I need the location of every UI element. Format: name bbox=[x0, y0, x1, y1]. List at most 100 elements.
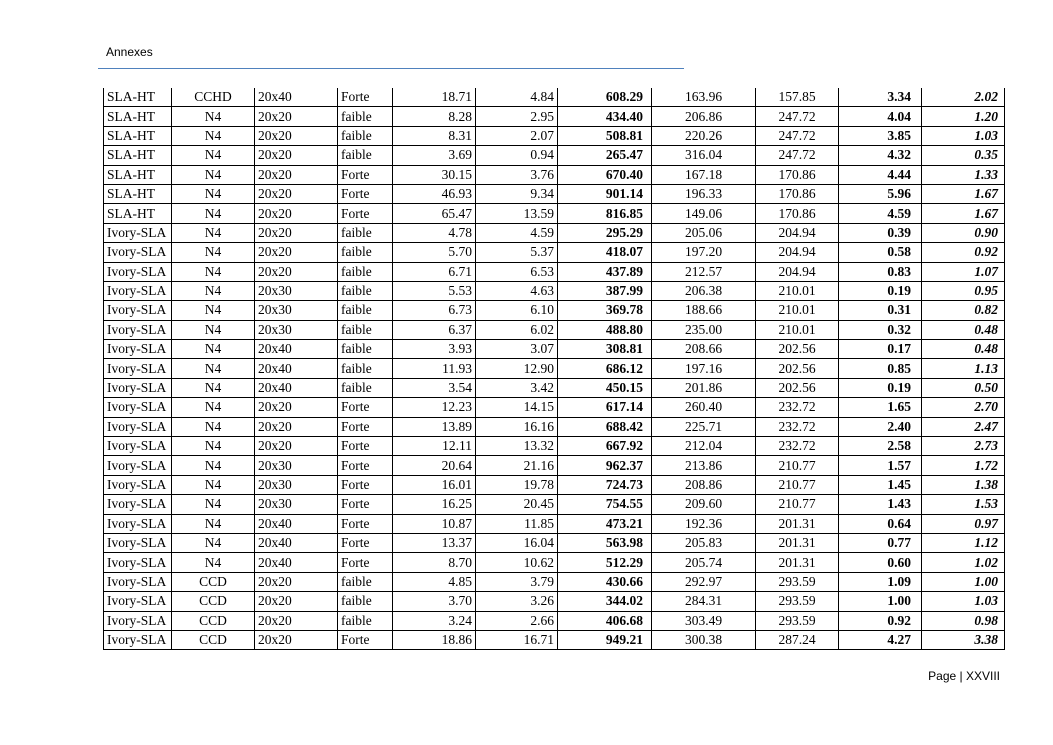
cell-surface: N4 bbox=[171, 494, 255, 515]
cell-surface: N4 bbox=[171, 125, 255, 147]
table-row: Ivory-SLA N4 20x40 faible 3.93 3.07 308.81 208.… bbox=[103, 339, 1005, 360]
cell-value-2: 20.45 bbox=[475, 494, 558, 515]
cell-material: SLA-HT bbox=[103, 125, 172, 147]
cell-surface: CCD bbox=[171, 591, 255, 612]
cell-value-5: 170.86 bbox=[755, 164, 839, 185]
cell-surface: N4 bbox=[171, 300, 255, 321]
cell-surface: N4 bbox=[171, 164, 255, 185]
cell-value-5: 202.56 bbox=[755, 377, 839, 399]
cell-value-2: 16.04 bbox=[475, 532, 558, 554]
cell-material: Ivory-SLA bbox=[103, 629, 172, 651]
cell-value-4: 212.04 bbox=[651, 436, 756, 457]
table-row: Ivory-SLA N4 20x40 Forte 10.87 11.85 473.21 192… bbox=[103, 513, 1005, 534]
cell-value-2: 16.16 bbox=[475, 416, 558, 438]
cell-value-5: 170.86 bbox=[755, 203, 839, 224]
cell-material: Ivory-SLA bbox=[103, 591, 172, 612]
cell-value-2: 3.76 bbox=[475, 164, 558, 185]
cell-value-3: 667.92 bbox=[557, 436, 652, 457]
cell-value-6: 1.00 bbox=[838, 591, 922, 612]
table-row: Ivory-SLA N4 20x30 Forte 16.25 20.45 754.55 209… bbox=[103, 494, 1005, 515]
cell-size: 20x20 bbox=[254, 610, 338, 631]
cell-value-2: 6.02 bbox=[475, 319, 558, 341]
cell-value-3: 437.89 bbox=[557, 261, 652, 282]
cell-value-4: 196.33 bbox=[651, 183, 756, 205]
table-row: Ivory-SLA N4 20x40 Forte 13.37 16.04 563.98 205… bbox=[103, 532, 1005, 554]
table-row: Ivory-SLA N4 20x40 Forte 8.70 10.62 512.29 205.… bbox=[103, 552, 1005, 573]
cell-value-5: 210.77 bbox=[755, 455, 839, 476]
cell-load: Forte bbox=[337, 397, 393, 418]
cell-value-4: 303.49 bbox=[651, 610, 756, 631]
cell-size: 20x20 bbox=[254, 106, 338, 127]
cell-value-5: 293.59 bbox=[755, 591, 839, 612]
cell-value-2: 21.16 bbox=[475, 455, 558, 476]
table-row: Ivory-SLA CCD 20x20 Forte 18.86 16.71 949.21 30… bbox=[103, 629, 1005, 651]
cell-value-5: 210.01 bbox=[755, 300, 839, 321]
cell-surface: N4 bbox=[171, 474, 255, 496]
cell-value-6: 0.77 bbox=[838, 532, 922, 554]
cell-value-6: 1.65 bbox=[838, 397, 922, 418]
cell-value-3: 450.15 bbox=[557, 377, 652, 399]
cell-value-2: 0.94 bbox=[475, 145, 558, 166]
cell-value-7: 2.02 bbox=[921, 88, 1005, 108]
cell-value-1: 46.93 bbox=[392, 183, 476, 205]
cell-value-7: 0.97 bbox=[921, 513, 1005, 534]
cell-size: 20x40 bbox=[254, 377, 338, 399]
cell-value-1: 18.71 bbox=[392, 88, 476, 108]
cell-value-6: 0.19 bbox=[838, 377, 922, 399]
cell-material: Ivory-SLA bbox=[103, 416, 172, 438]
cell-surface: CCD bbox=[171, 571, 255, 593]
cell-surface: N4 bbox=[171, 358, 255, 379]
cell-load: faible bbox=[337, 106, 393, 127]
cell-value-1: 16.25 bbox=[392, 494, 476, 515]
cell-value-7: 1.72 bbox=[921, 455, 1005, 476]
cell-value-2: 9.34 bbox=[475, 183, 558, 205]
cell-value-2: 2.95 bbox=[475, 106, 558, 127]
cell-value-2: 6.53 bbox=[475, 261, 558, 282]
cell-value-4: 208.66 bbox=[651, 339, 756, 360]
cell-value-4: 235.00 bbox=[651, 319, 756, 341]
cell-size: 20x20 bbox=[254, 261, 338, 282]
cell-value-6: 0.39 bbox=[838, 222, 922, 244]
cell-value-1: 12.11 bbox=[392, 436, 476, 457]
cell-value-4: 220.26 bbox=[651, 125, 756, 147]
cell-surface: N4 bbox=[171, 455, 255, 476]
cell-surface: N4 bbox=[171, 339, 255, 360]
cell-surface: CCHD bbox=[171, 88, 255, 108]
cell-surface: N4 bbox=[171, 261, 255, 282]
cell-material: Ivory-SLA bbox=[103, 474, 172, 496]
cell-value-7: 2.70 bbox=[921, 397, 1005, 418]
cell-value-1: 4.78 bbox=[392, 222, 476, 244]
cell-value-5: 204.94 bbox=[755, 242, 839, 263]
cell-material: SLA-HT bbox=[103, 203, 172, 224]
cell-material: Ivory-SLA bbox=[103, 377, 172, 399]
table-row: Ivory-SLA CCD 20x20 faible 3.70 3.26 344.02 284… bbox=[103, 591, 1005, 612]
table-row: Ivory-SLA N4 20x20 Forte 12.23 14.15 617.14 260… bbox=[103, 397, 1005, 418]
cell-value-7: 1.20 bbox=[921, 106, 1005, 127]
cell-value-7: 0.48 bbox=[921, 339, 1005, 360]
cell-size: 20x20 bbox=[254, 203, 338, 224]
cell-value-1: 65.47 bbox=[392, 203, 476, 224]
cell-value-4: 192.36 bbox=[651, 513, 756, 534]
cell-load: Forte bbox=[337, 416, 393, 438]
cell-value-1: 6.37 bbox=[392, 319, 476, 341]
page-label: Page bbox=[928, 669, 957, 683]
cell-size: 20x20 bbox=[254, 571, 338, 593]
cell-value-4: 292.97 bbox=[651, 571, 756, 593]
cell-surface: N4 bbox=[171, 397, 255, 418]
cell-value-4: 209.60 bbox=[651, 494, 756, 515]
cell-value-2: 4.84 bbox=[475, 88, 558, 108]
cell-load: faible bbox=[337, 339, 393, 360]
cell-value-1: 18.86 bbox=[392, 629, 476, 651]
cell-value-5: 247.72 bbox=[755, 106, 839, 127]
cell-value-2: 5.37 bbox=[475, 242, 558, 263]
cell-surface: N4 bbox=[171, 552, 255, 573]
cell-value-7: 1.07 bbox=[921, 261, 1005, 282]
table-row: SLA-HT N4 20x20 faible 3.69 0.94 265.47 316.04 2… bbox=[103, 145, 1005, 166]
cell-size: 20x20 bbox=[254, 125, 338, 147]
cell-value-7: 1.02 bbox=[921, 552, 1005, 573]
cell-material: SLA-HT bbox=[103, 164, 172, 185]
cell-value-6: 0.64 bbox=[838, 513, 922, 534]
cell-value-5: 232.72 bbox=[755, 397, 839, 418]
cell-surface: N4 bbox=[171, 203, 255, 224]
cell-load: faible bbox=[337, 242, 393, 263]
